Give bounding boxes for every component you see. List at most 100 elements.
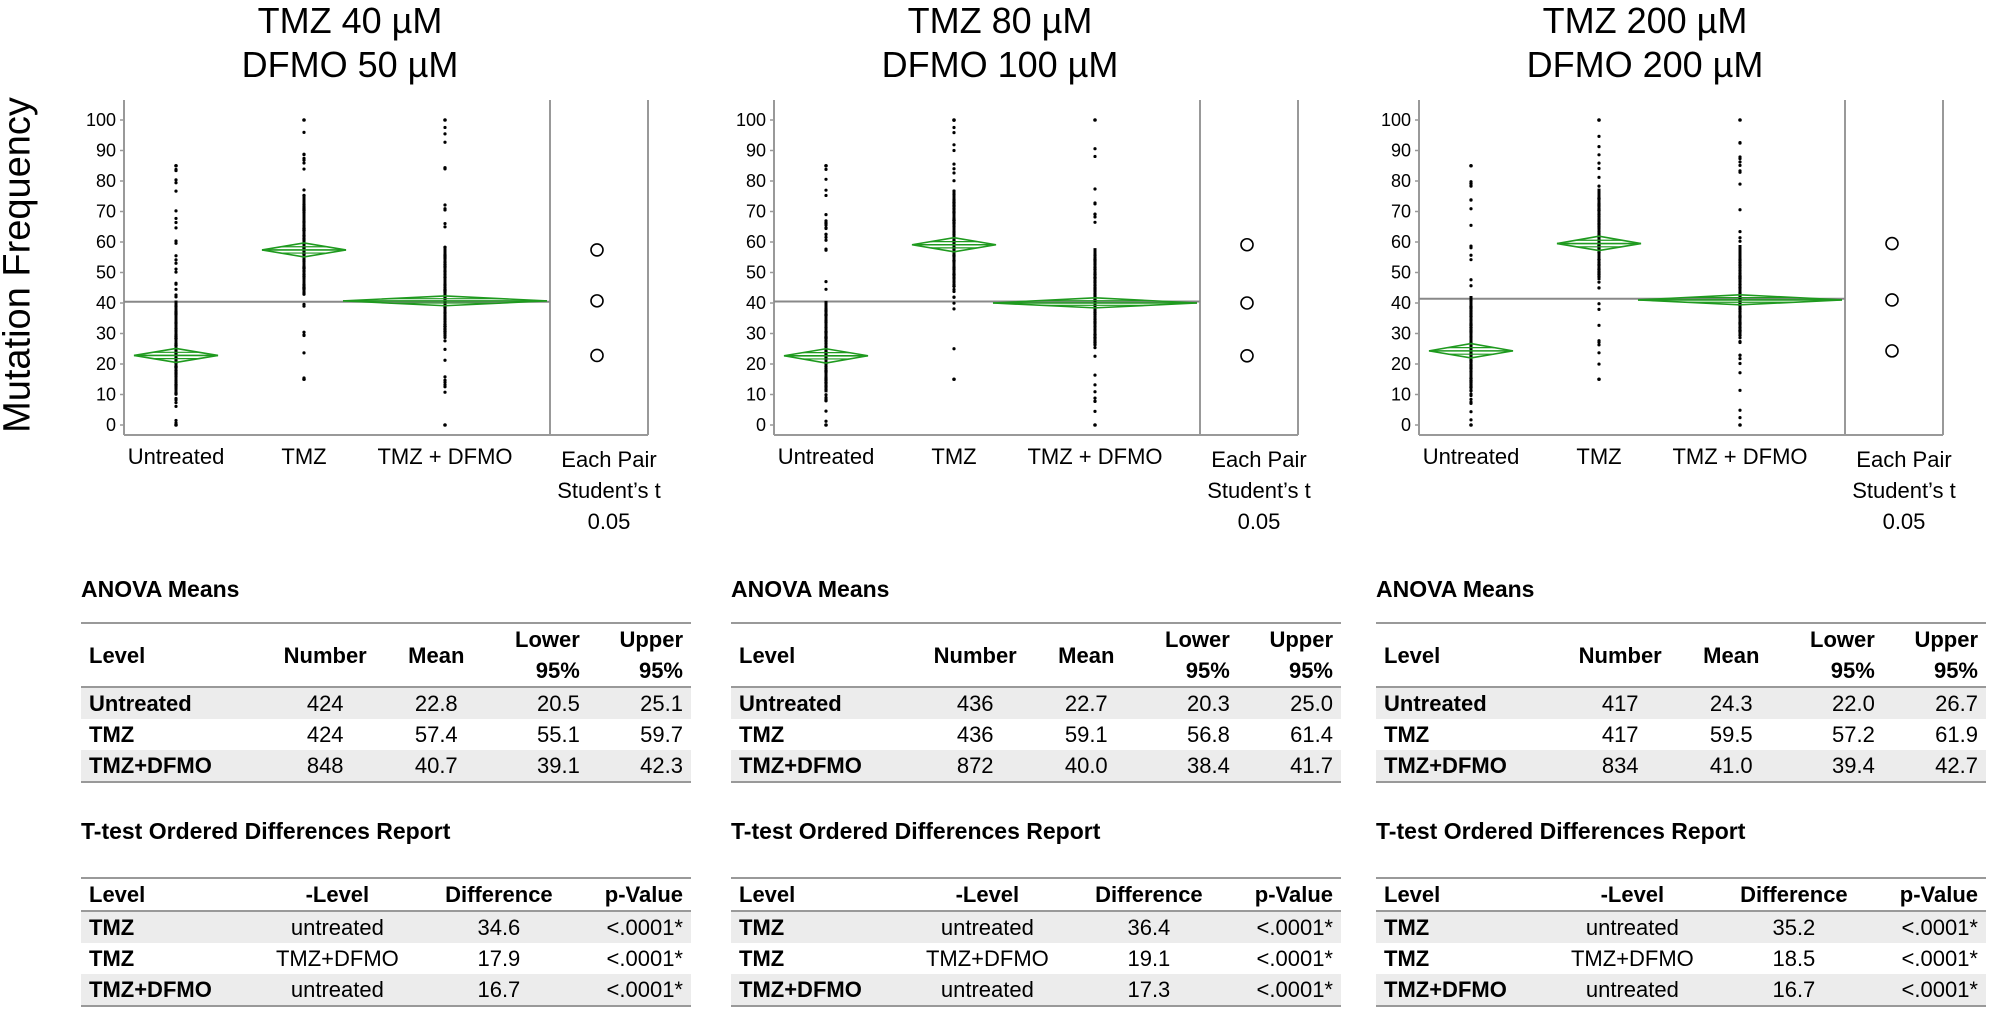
data-point xyxy=(443,125,447,130)
data-point xyxy=(1597,197,1601,201)
anova-table: Level Number Mean Lower Upper 95% 95% Un… xyxy=(731,622,1341,783)
data-point xyxy=(302,220,306,224)
data-point xyxy=(174,254,178,258)
data-point xyxy=(443,314,447,318)
panel-title-line2: DFMO 100 µM xyxy=(881,44,1119,85)
anova-cell-mean: 41.0 xyxy=(1684,750,1779,783)
y-tick-label: 40 xyxy=(96,293,116,313)
data-point xyxy=(1093,319,1097,324)
data-point xyxy=(1738,328,1742,332)
data-point xyxy=(952,347,956,351)
y-tick-label: 0 xyxy=(1401,415,1411,435)
data-point xyxy=(1738,265,1742,269)
data-point xyxy=(1738,278,1742,282)
panel-title-line2: DFMO 50 µM xyxy=(241,44,459,85)
data-point xyxy=(443,385,447,389)
data-point xyxy=(1093,346,1097,350)
anova-cell-level: TMZ xyxy=(89,722,135,747)
data-point xyxy=(1597,217,1601,221)
data-point xyxy=(824,235,828,239)
data-point xyxy=(1597,351,1601,355)
data-point xyxy=(1597,222,1601,226)
data-point xyxy=(1738,388,1742,392)
data-point xyxy=(1093,335,1097,340)
y-tick-label: 70 xyxy=(96,202,116,222)
data-point xyxy=(824,338,828,343)
y-tick-label: 20 xyxy=(96,354,116,374)
y-tick-label: 10 xyxy=(1391,385,1411,405)
data-point xyxy=(1469,244,1473,248)
data-point xyxy=(1597,323,1601,327)
ttest-cell-level: TMZ xyxy=(739,946,785,971)
data-point xyxy=(302,152,306,157)
data-point xyxy=(174,404,178,408)
comparison-circle xyxy=(590,294,604,308)
data-point xyxy=(824,399,828,403)
ttest-cell-difference: 17.3 xyxy=(1072,974,1225,1007)
y-tick-label: 10 xyxy=(746,385,766,405)
data-point xyxy=(1093,390,1097,394)
anova-header-lower: Lower xyxy=(1133,622,1238,655)
y-tick-label: 50 xyxy=(96,263,116,283)
data-point xyxy=(302,167,306,171)
data-point xyxy=(1469,359,1473,363)
data-point xyxy=(443,260,447,264)
ttest-row: TMZ untreated 36.4 <.0001* xyxy=(731,911,1341,943)
data-point xyxy=(824,212,828,217)
data-point xyxy=(174,344,178,348)
data-point xyxy=(174,304,178,308)
data-point xyxy=(952,254,956,258)
data-point xyxy=(302,351,306,355)
comparison-circle xyxy=(1240,237,1254,252)
comparison-label-line: Student’s t xyxy=(1207,478,1311,503)
anova-cell-upper: 26.7 xyxy=(1882,687,1986,719)
data-point xyxy=(1469,313,1473,317)
data-point xyxy=(824,188,828,192)
data-point xyxy=(1469,207,1473,211)
data-point xyxy=(1738,271,1742,275)
data-point xyxy=(952,276,956,280)
data-point xyxy=(174,320,178,324)
data-point xyxy=(824,393,828,397)
y-tick-label: 20 xyxy=(746,354,766,374)
data-point xyxy=(443,324,447,328)
anova-cell-level: TMZ xyxy=(1384,722,1430,747)
anova-cell-mean: 57.4 xyxy=(414,722,458,747)
data-point xyxy=(1597,184,1601,188)
data-point xyxy=(824,163,828,168)
data-point xyxy=(952,259,956,263)
ttest-cell-minus-level: untreated xyxy=(251,974,423,1007)
ttest-cell-difference: 34.6 xyxy=(422,911,575,943)
data-point xyxy=(952,224,956,228)
data-point xyxy=(443,339,447,343)
anova-cell-lower: 22.0 xyxy=(1778,687,1883,719)
ttest-cell-level: TMZ xyxy=(89,946,135,971)
ttest-title: T-test Ordered Differences Report xyxy=(81,818,451,844)
y-tick-label: 40 xyxy=(746,293,766,313)
data-point xyxy=(174,189,178,193)
ttest-header-p-value: p-Value xyxy=(574,877,691,912)
chart-panel: TMZ 200 µM DFMO 200 µM 0 10 20 30 40 50 60 70 80… xyxy=(1345,0,1995,1011)
data-point xyxy=(1738,239,1742,243)
data-point xyxy=(1738,353,1742,357)
y-tick-label: 100 xyxy=(1381,110,1411,130)
x-category-label: TMZ xyxy=(1576,444,1622,469)
data-point xyxy=(174,384,178,389)
y-tick-label: 80 xyxy=(96,171,116,191)
anova-cell-upper: 25.1 xyxy=(587,687,691,719)
comparison-label-line: Each Pair xyxy=(1856,447,1952,472)
data-point xyxy=(1597,232,1601,236)
data-point xyxy=(952,202,956,206)
anova-title: ANOVA Means xyxy=(731,576,890,602)
data-point xyxy=(443,311,447,315)
ttest-header-difference: Difference xyxy=(1717,877,1870,912)
data-point xyxy=(1093,273,1097,277)
ttest-cell-difference: 19.1 xyxy=(1127,946,1171,971)
ttest-header-level: Level xyxy=(731,877,902,912)
data-point xyxy=(952,192,956,196)
data-point xyxy=(1469,253,1473,257)
comparison-label-line: Each Pair xyxy=(1211,447,1307,472)
data-point xyxy=(443,253,447,257)
y-tick-label: 0 xyxy=(756,415,766,435)
data-point xyxy=(952,171,956,175)
